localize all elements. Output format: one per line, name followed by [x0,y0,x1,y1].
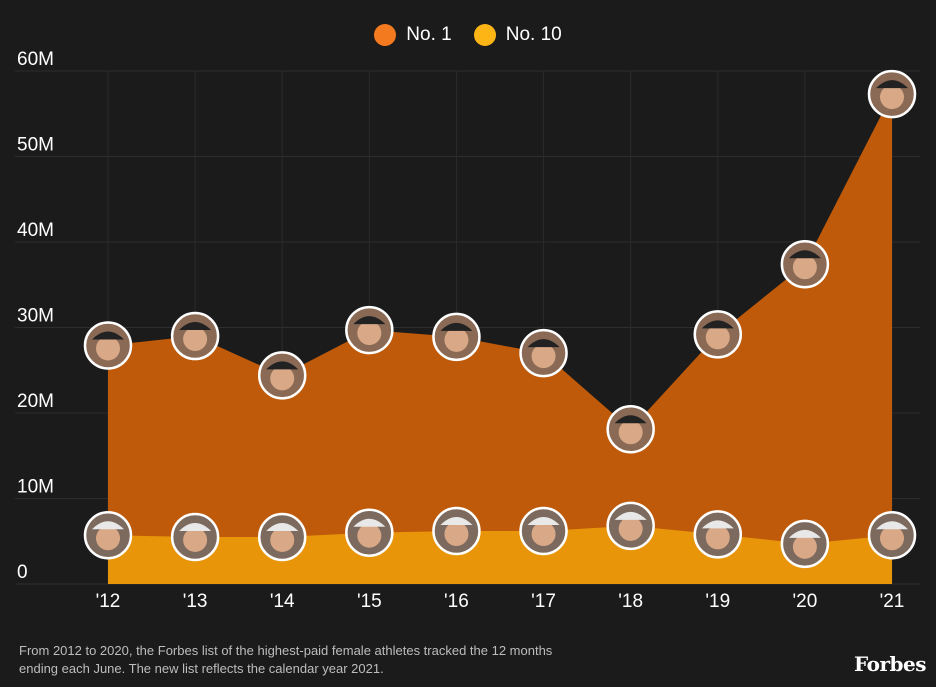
athlete-face-icon [357,523,382,548]
y-tick-label: 20M [17,391,54,412]
athlete-face-icon [444,327,469,352]
athlete-cap-icon [701,320,734,329]
athlete-cap-icon [266,522,299,531]
athlete-face-icon [96,526,120,551]
y-tick-label: 0 [17,562,28,583]
y-tick-label: 50M [17,135,54,156]
athlete-cap-icon [92,521,124,530]
athlete-face-icon [618,420,643,445]
athlete-face-icon [792,255,817,280]
legend-dot-icon [374,24,397,46]
athlete-cap-icon [440,322,473,331]
x-tick-label: '20 [793,591,818,612]
athlete-cap-icon [353,518,386,527]
legend-label: No. 1 [406,24,452,45]
y-tick-label: 60M [17,49,54,70]
legend-label: No. 10 [505,24,562,45]
area-no1 [108,94,892,585]
area-chart: 0 10M 20M 30M 40M 50M 60M '12 '13 '14 '15 '16 '17 '18… [15,49,920,612]
x-tick-label: '12 [96,591,121,612]
y-tick-label: 30M [17,306,54,327]
athlete-face-icon [618,516,643,541]
athlete-cap-icon [876,521,908,530]
legend-dot-icon [473,24,496,46]
athlete-face-icon [880,526,904,551]
athlete-cap-icon [179,322,212,331]
athlete-cap-icon [92,331,124,340]
footnote: From 2012 to 2020, the Forbes list of th… [19,643,553,676]
athlete-face-icon [183,527,208,552]
x-tick-label: '14 [270,591,295,612]
athlete-cap-icon [527,516,560,525]
y-tick-label: 40M [17,220,54,241]
legend: No. 1 No. 10 [0,24,936,46]
athlete-face-icon [270,527,295,552]
athlete-face-icon [705,525,730,550]
athlete-face-icon [270,366,295,391]
athlete-cap-icon [614,511,647,520]
x-tick-label: '13 [183,591,208,612]
x-tick-label: '21 [880,591,905,612]
y-tick-label: 10M [17,477,54,498]
athlete-cap-icon [701,520,734,529]
athlete-face-icon [183,327,208,352]
x-tick-label: '18 [618,591,643,612]
athlete-face-icon [880,85,904,110]
athlete-face-icon [357,321,382,346]
athlete-cap-icon [440,516,473,525]
athlete-face-icon [531,521,556,546]
x-tick-label: '16 [444,591,469,612]
athlete-cap-icon [788,250,821,259]
athlete-face-icon [705,325,730,350]
legend-item-no10[interactable]: No. 10 [473,24,562,46]
forbes-logo: Forbes [854,652,926,676]
athlete-cap-icon [266,361,299,370]
legend-item-no1[interactable]: No. 1 [374,24,452,46]
athlete-cap-icon [876,80,908,89]
athlete-cap-icon [614,415,647,424]
athlete-face-icon [792,534,817,559]
athlete-face-icon [96,336,120,361]
x-tick-label: '15 [357,591,382,612]
x-tick-label: '17 [531,591,556,612]
athlete-cap-icon [527,339,560,348]
athlete-face-icon [531,344,556,369]
athlete-cap-icon [353,316,386,325]
athlete-face-icon [444,521,469,546]
athlete-cap-icon [788,529,821,538]
x-tick-label: '19 [705,591,730,612]
athlete-cap-icon [179,522,212,531]
